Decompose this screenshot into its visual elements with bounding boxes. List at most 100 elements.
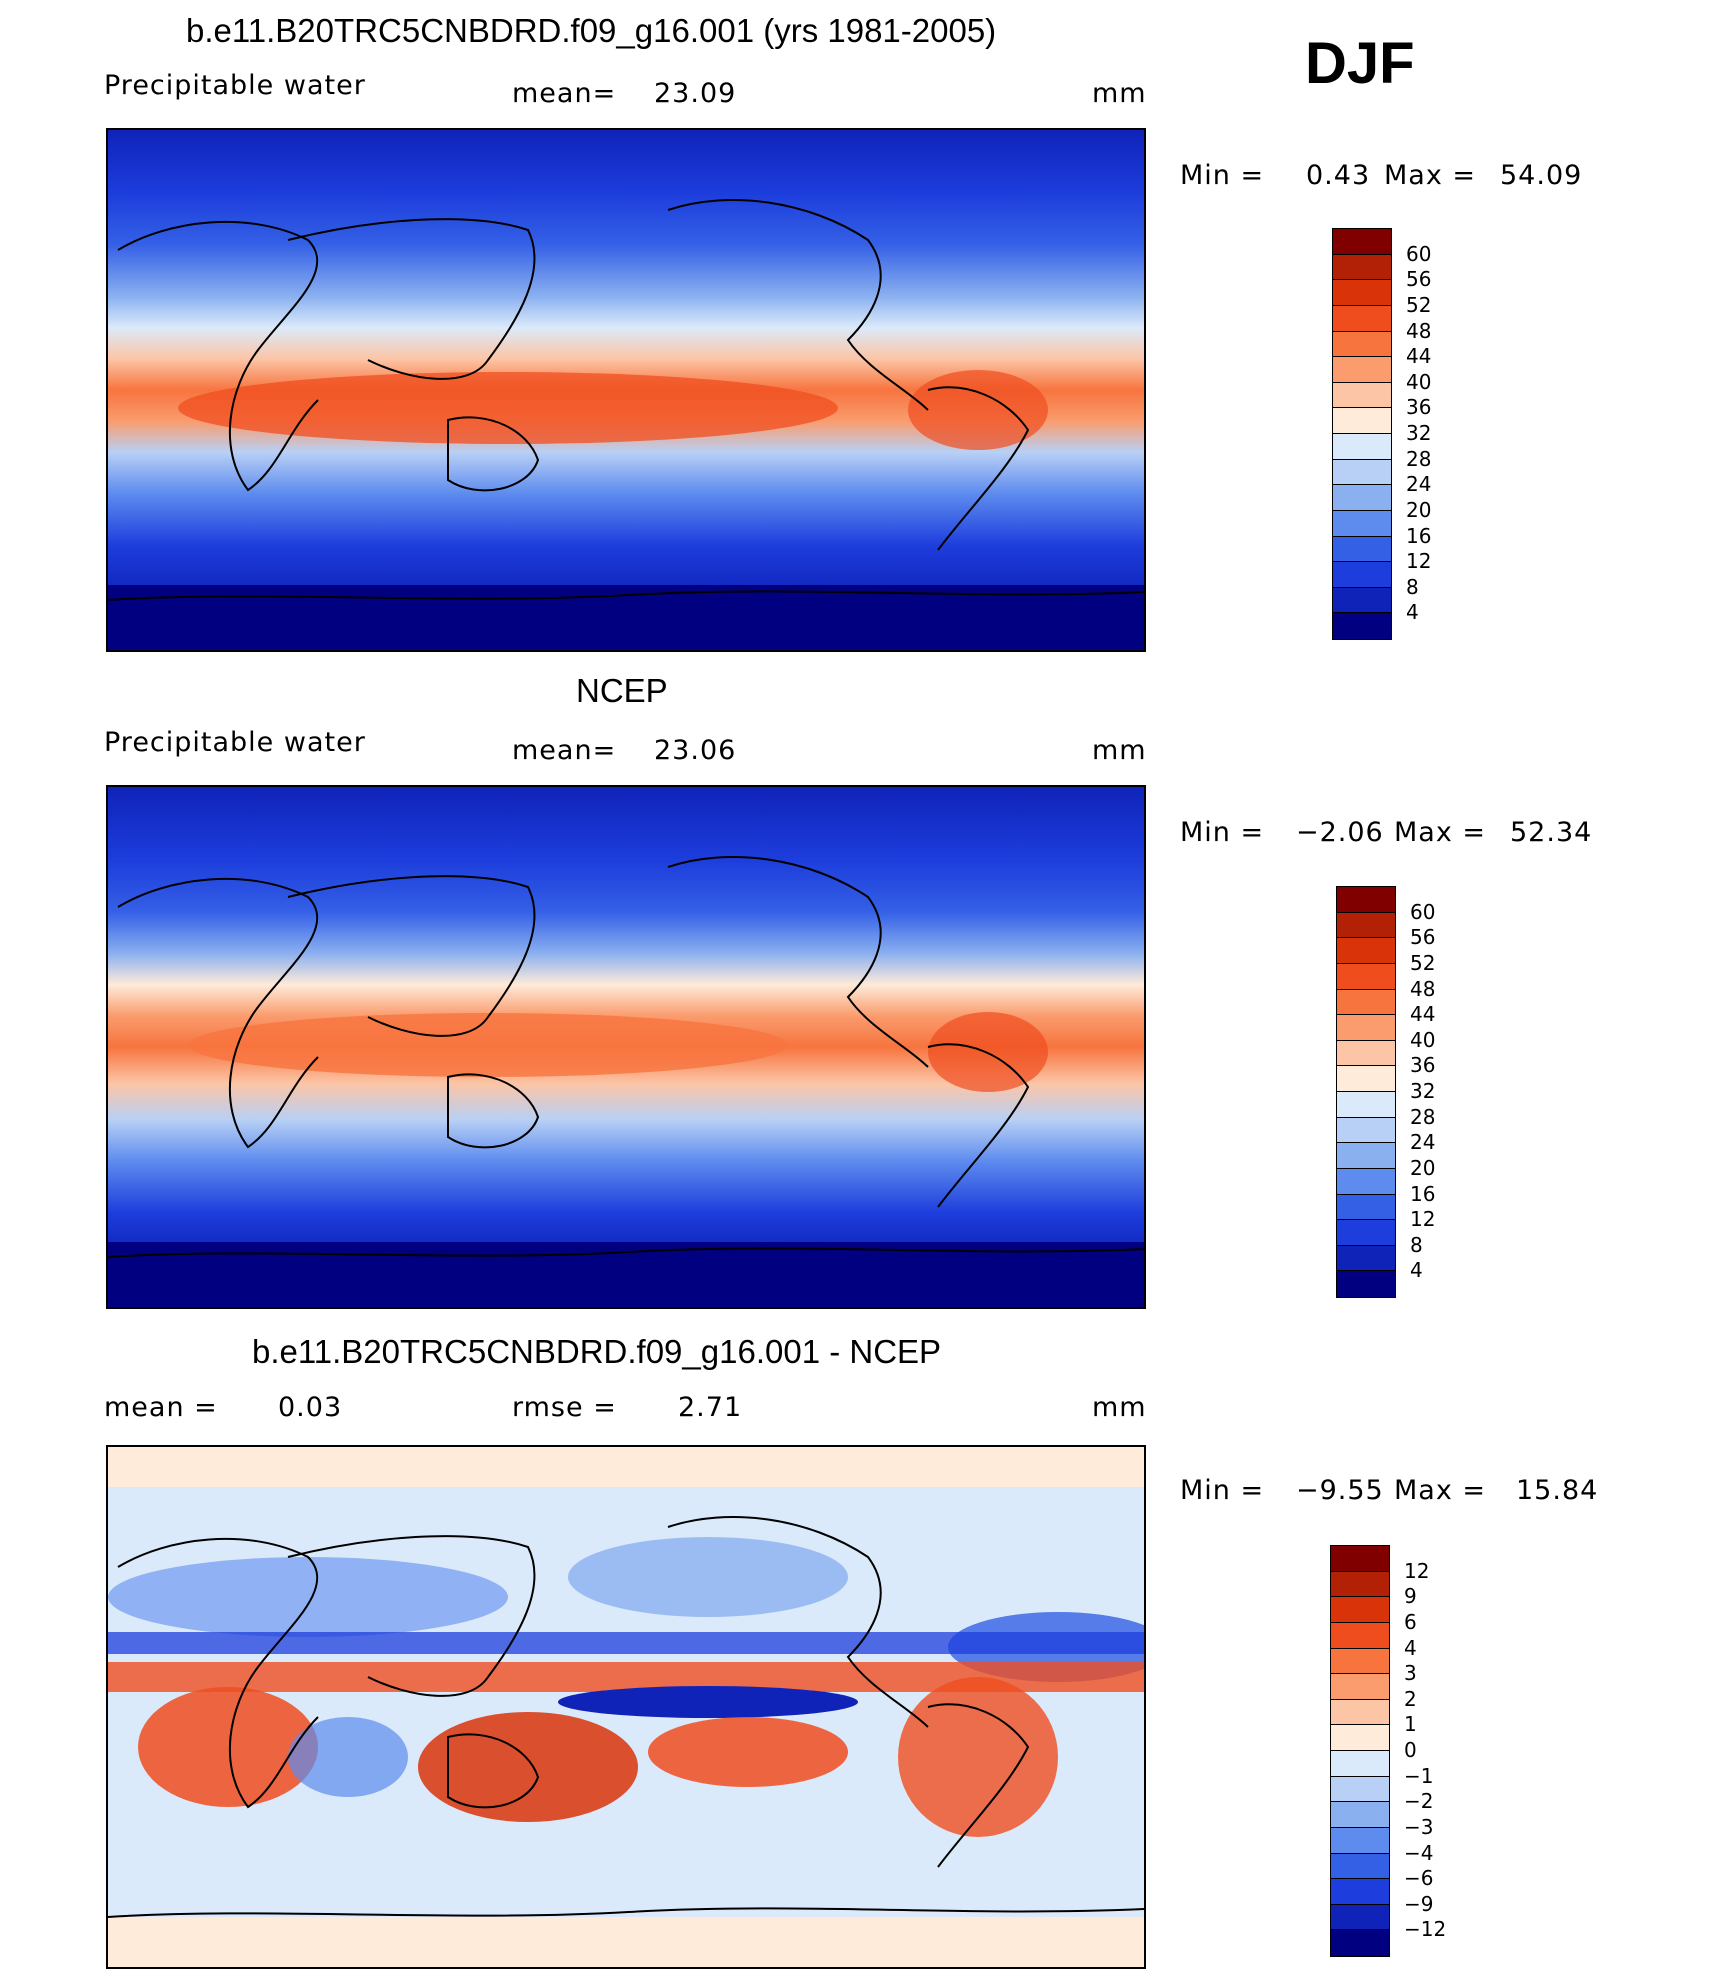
colorbar-tick-label: 8 — [1410, 1232, 1423, 1257]
colorbar-swatch — [1331, 1751, 1389, 1777]
colorbar-swatch — [1333, 280, 1391, 306]
panel3-map-field — [108, 1447, 1144, 1967]
colorbar-swatch — [1331, 1725, 1389, 1751]
colorbar-tick-label: 32 — [1410, 1079, 1436, 1103]
colorbar-swatch — [1333, 408, 1391, 434]
colorbar-tick-label: −4 — [1404, 1840, 1434, 1865]
panel3-max-value: 15.84 — [1516, 1475, 1599, 1506]
colorbar-swatch — [1337, 887, 1395, 913]
colorbar-tick-label: 52 — [1410, 950, 1436, 975]
colorbar-swatch — [1331, 1827, 1389, 1854]
colorbar-tick-label: 8 — [1406, 574, 1419, 599]
colorbar-tick-label: 40 — [1406, 369, 1432, 394]
panel2-max-value: 52.34 — [1510, 817, 1593, 848]
colorbar-swatch — [1333, 510, 1391, 537]
colorbar-tick-label: 36 — [1406, 395, 1432, 420]
colorbar-swatch — [1331, 1776, 1389, 1803]
colorbar-swatch — [1333, 587, 1391, 614]
colorbar-swatch — [1337, 938, 1395, 964]
colorbar-tick-label: −12 — [1404, 1917, 1447, 1942]
colorbar-swatch — [1331, 1674, 1389, 1700]
panel1-title: b.e11.B20TRC5CNBDRD.f09_g16.001 (yrs 198… — [186, 12, 997, 49]
colorbar-swatch — [1331, 1930, 1389, 1956]
colorbar-tick-label: 6 — [1404, 1609, 1417, 1634]
colorbar-tick-label: 24 — [1410, 1130, 1436, 1155]
colorbar-swatch — [1333, 434, 1391, 460]
colorbar-tick-label: 12 — [1404, 1558, 1430, 1583]
colorbar-tick-label: 48 — [1410, 976, 1436, 1001]
colorbar-swatch — [1331, 1879, 1389, 1905]
colorbar-tick-label: 44 — [1406, 344, 1432, 369]
colorbar-swatch — [1337, 1092, 1395, 1118]
colorbar-swatch — [1337, 1143, 1395, 1169]
colorbar-tick-label: 2 — [1404, 1686, 1417, 1711]
colorbar-tick-label: −3 — [1404, 1814, 1434, 1839]
colorbar-swatch — [1333, 305, 1391, 332]
panel2-variable-label: Precipitable water — [104, 727, 366, 758]
panel3-map — [106, 1445, 1146, 1969]
panel1-units: mm — [1092, 78, 1147, 109]
panel2-map — [106, 785, 1146, 1309]
colorbar-tick-label: 36 — [1410, 1053, 1436, 1078]
panel1-min-value: 0.43 — [1306, 160, 1371, 191]
colorbar-tick-label: −6 — [1404, 1866, 1434, 1891]
colorbar-swatch — [1333, 357, 1391, 383]
panel1-max-value: 54.09 — [1500, 160, 1583, 191]
colorbar-swatch — [1337, 912, 1395, 939]
colorbar-tick-label: 56 — [1406, 267, 1432, 292]
colorbar-tick-label: 28 — [1410, 1104, 1436, 1129]
panel2-units: mm — [1092, 735, 1147, 766]
colorbar-swatch — [1331, 1802, 1389, 1828]
colorbar-swatch — [1337, 1066, 1395, 1092]
colorbar-tick-label: 52 — [1406, 292, 1432, 317]
colorbar-swatch — [1333, 459, 1391, 486]
colorbar-swatch — [1337, 1245, 1395, 1272]
colorbar-tick-label: 20 — [1410, 1155, 1436, 1180]
colorbar-tick-label: 4 — [1410, 1258, 1423, 1283]
colorbar-swatch — [1333, 254, 1391, 281]
colorbar-tick-label: 1 — [1404, 1712, 1417, 1737]
colorbar-tick-label: 0 — [1404, 1738, 1417, 1762]
colorbar-swatch — [1337, 1117, 1395, 1144]
colorbar-tick-label: 16 — [1406, 523, 1432, 548]
colorbar-tick-label: 4 — [1406, 600, 1419, 625]
panel3-min-label: Min = — [1180, 1475, 1265, 1506]
colorbar-tick-label: 20 — [1406, 497, 1432, 522]
panel3-mean-label: mean = — [104, 1392, 218, 1423]
panel1-min-label: Min = — [1180, 160, 1265, 191]
colorbar-swatch — [1331, 1699, 1389, 1726]
colorbar-swatch — [1337, 1015, 1395, 1041]
season-label: DJF — [1305, 31, 1415, 96]
colorbar-tick-label: 16 — [1410, 1181, 1436, 1206]
colorbar-tick-label: −1 — [1404, 1763, 1434, 1788]
panel2-title: NCEP — [576, 672, 668, 709]
colorbar-swatch — [1337, 963, 1395, 990]
panel3-colorbar — [1330, 1545, 1390, 1957]
panel1-colorbar — [1332, 228, 1392, 640]
colorbar-swatch — [1333, 485, 1391, 511]
colorbar-swatch — [1333, 382, 1391, 409]
colorbar-swatch — [1333, 229, 1391, 255]
colorbar-tick-label: 12 — [1410, 1207, 1436, 1232]
panel3-units: mm — [1092, 1392, 1147, 1423]
panel2-mean-value: 23.06 — [654, 735, 737, 766]
colorbar-tick-label: 56 — [1410, 925, 1436, 950]
panel3-title: b.e11.B20TRC5CNBDRD.f09_g16.001 - NCEP — [252, 1333, 942, 1370]
colorbar-tick-label: 4 — [1404, 1635, 1417, 1660]
panel1-map — [106, 128, 1146, 652]
colorbar-tick-label: −2 — [1404, 1789, 1434, 1814]
panel1-mean-label: mean= — [512, 78, 617, 109]
colorbar-swatch — [1331, 1648, 1389, 1675]
colorbar-swatch — [1337, 1040, 1395, 1067]
panel3-max-label: Max = — [1394, 1475, 1487, 1506]
panel1-mean-value: 23.09 — [654, 78, 737, 109]
colorbar-tick-label: 60 — [1410, 899, 1436, 924]
panel3-rmse-value: 2.71 — [678, 1392, 743, 1423]
colorbar-tick-label: 48 — [1406, 318, 1432, 343]
panel3-mean-value: 0.03 — [278, 1392, 343, 1423]
colorbar-swatch — [1331, 1597, 1389, 1623]
colorbar-tick-label: 12 — [1406, 549, 1432, 574]
colorbar-swatch — [1333, 613, 1391, 639]
panel2-min-label: Min = — [1180, 817, 1265, 848]
colorbar-swatch — [1337, 1168, 1395, 1195]
